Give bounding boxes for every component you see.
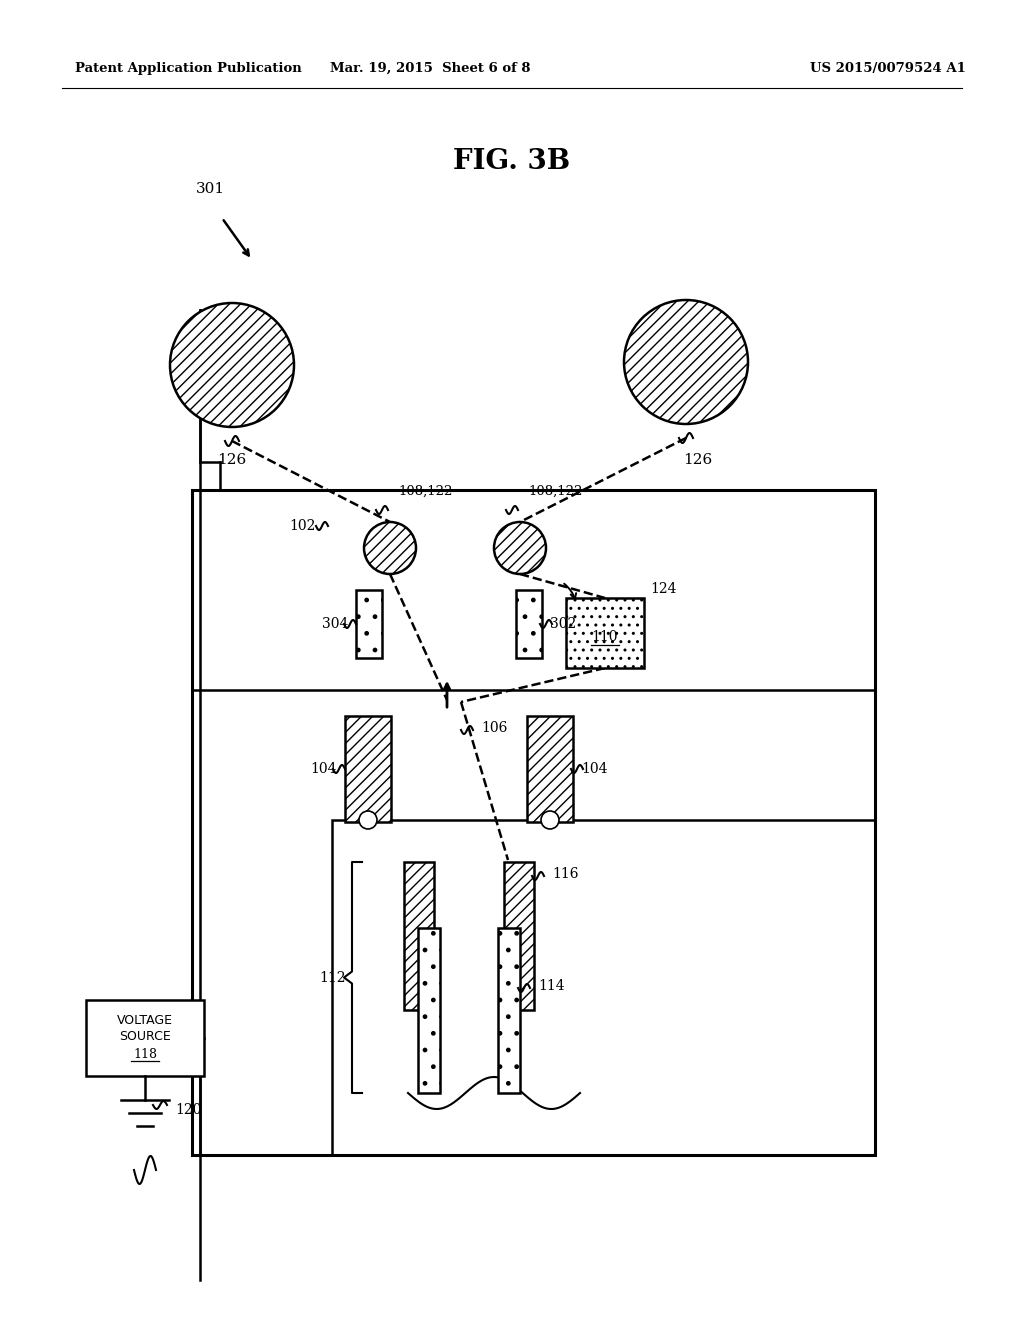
Bar	[193, 490, 874, 1155]
Bar	[332, 820, 874, 1155]
Circle shape	[541, 810, 559, 829]
Bar	[356, 590, 382, 657]
Text: 118: 118	[133, 1048, 157, 1060]
Text: 104: 104	[581, 762, 607, 776]
Bar	[504, 862, 534, 1010]
Bar	[404, 862, 434, 1010]
Text: 112: 112	[319, 970, 346, 985]
Text: 108,122: 108,122	[398, 484, 453, 498]
Bar	[86, 1001, 204, 1076]
Text: 120: 120	[175, 1104, 202, 1117]
Bar	[418, 928, 440, 1093]
Text: 104: 104	[310, 762, 337, 776]
Text: 106: 106	[481, 721, 507, 735]
Text: SOURCE: SOURCE	[119, 1030, 171, 1043]
Text: 126: 126	[683, 453, 713, 467]
Circle shape	[364, 521, 416, 574]
Text: 108,122: 108,122	[528, 484, 583, 498]
Text: Patent Application Publication: Patent Application Publication	[75, 62, 302, 75]
Text: 301: 301	[196, 182, 225, 195]
Circle shape	[170, 304, 294, 426]
Circle shape	[494, 521, 546, 574]
Text: US 2015/0079524 A1: US 2015/0079524 A1	[810, 62, 966, 75]
Circle shape	[624, 300, 748, 424]
Text: 302: 302	[550, 616, 577, 631]
Text: VOLTAGE: VOLTAGE	[117, 1014, 173, 1027]
Text: 126: 126	[217, 453, 247, 467]
Text: FIG. 3B: FIG. 3B	[454, 148, 570, 176]
Text: 102: 102	[290, 519, 316, 533]
Circle shape	[359, 810, 377, 829]
Bar	[516, 590, 542, 657]
Text: 124: 124	[650, 582, 677, 597]
Bar	[566, 598, 644, 668]
Text: 116: 116	[552, 867, 579, 880]
Text: 110: 110	[592, 630, 618, 644]
Bar	[345, 715, 391, 822]
Text: Mar. 19, 2015  Sheet 6 of 8: Mar. 19, 2015 Sheet 6 of 8	[330, 62, 530, 75]
Bar	[498, 928, 520, 1093]
Text: 304: 304	[322, 616, 348, 631]
Bar	[527, 715, 573, 822]
Text: 114: 114	[538, 979, 564, 993]
